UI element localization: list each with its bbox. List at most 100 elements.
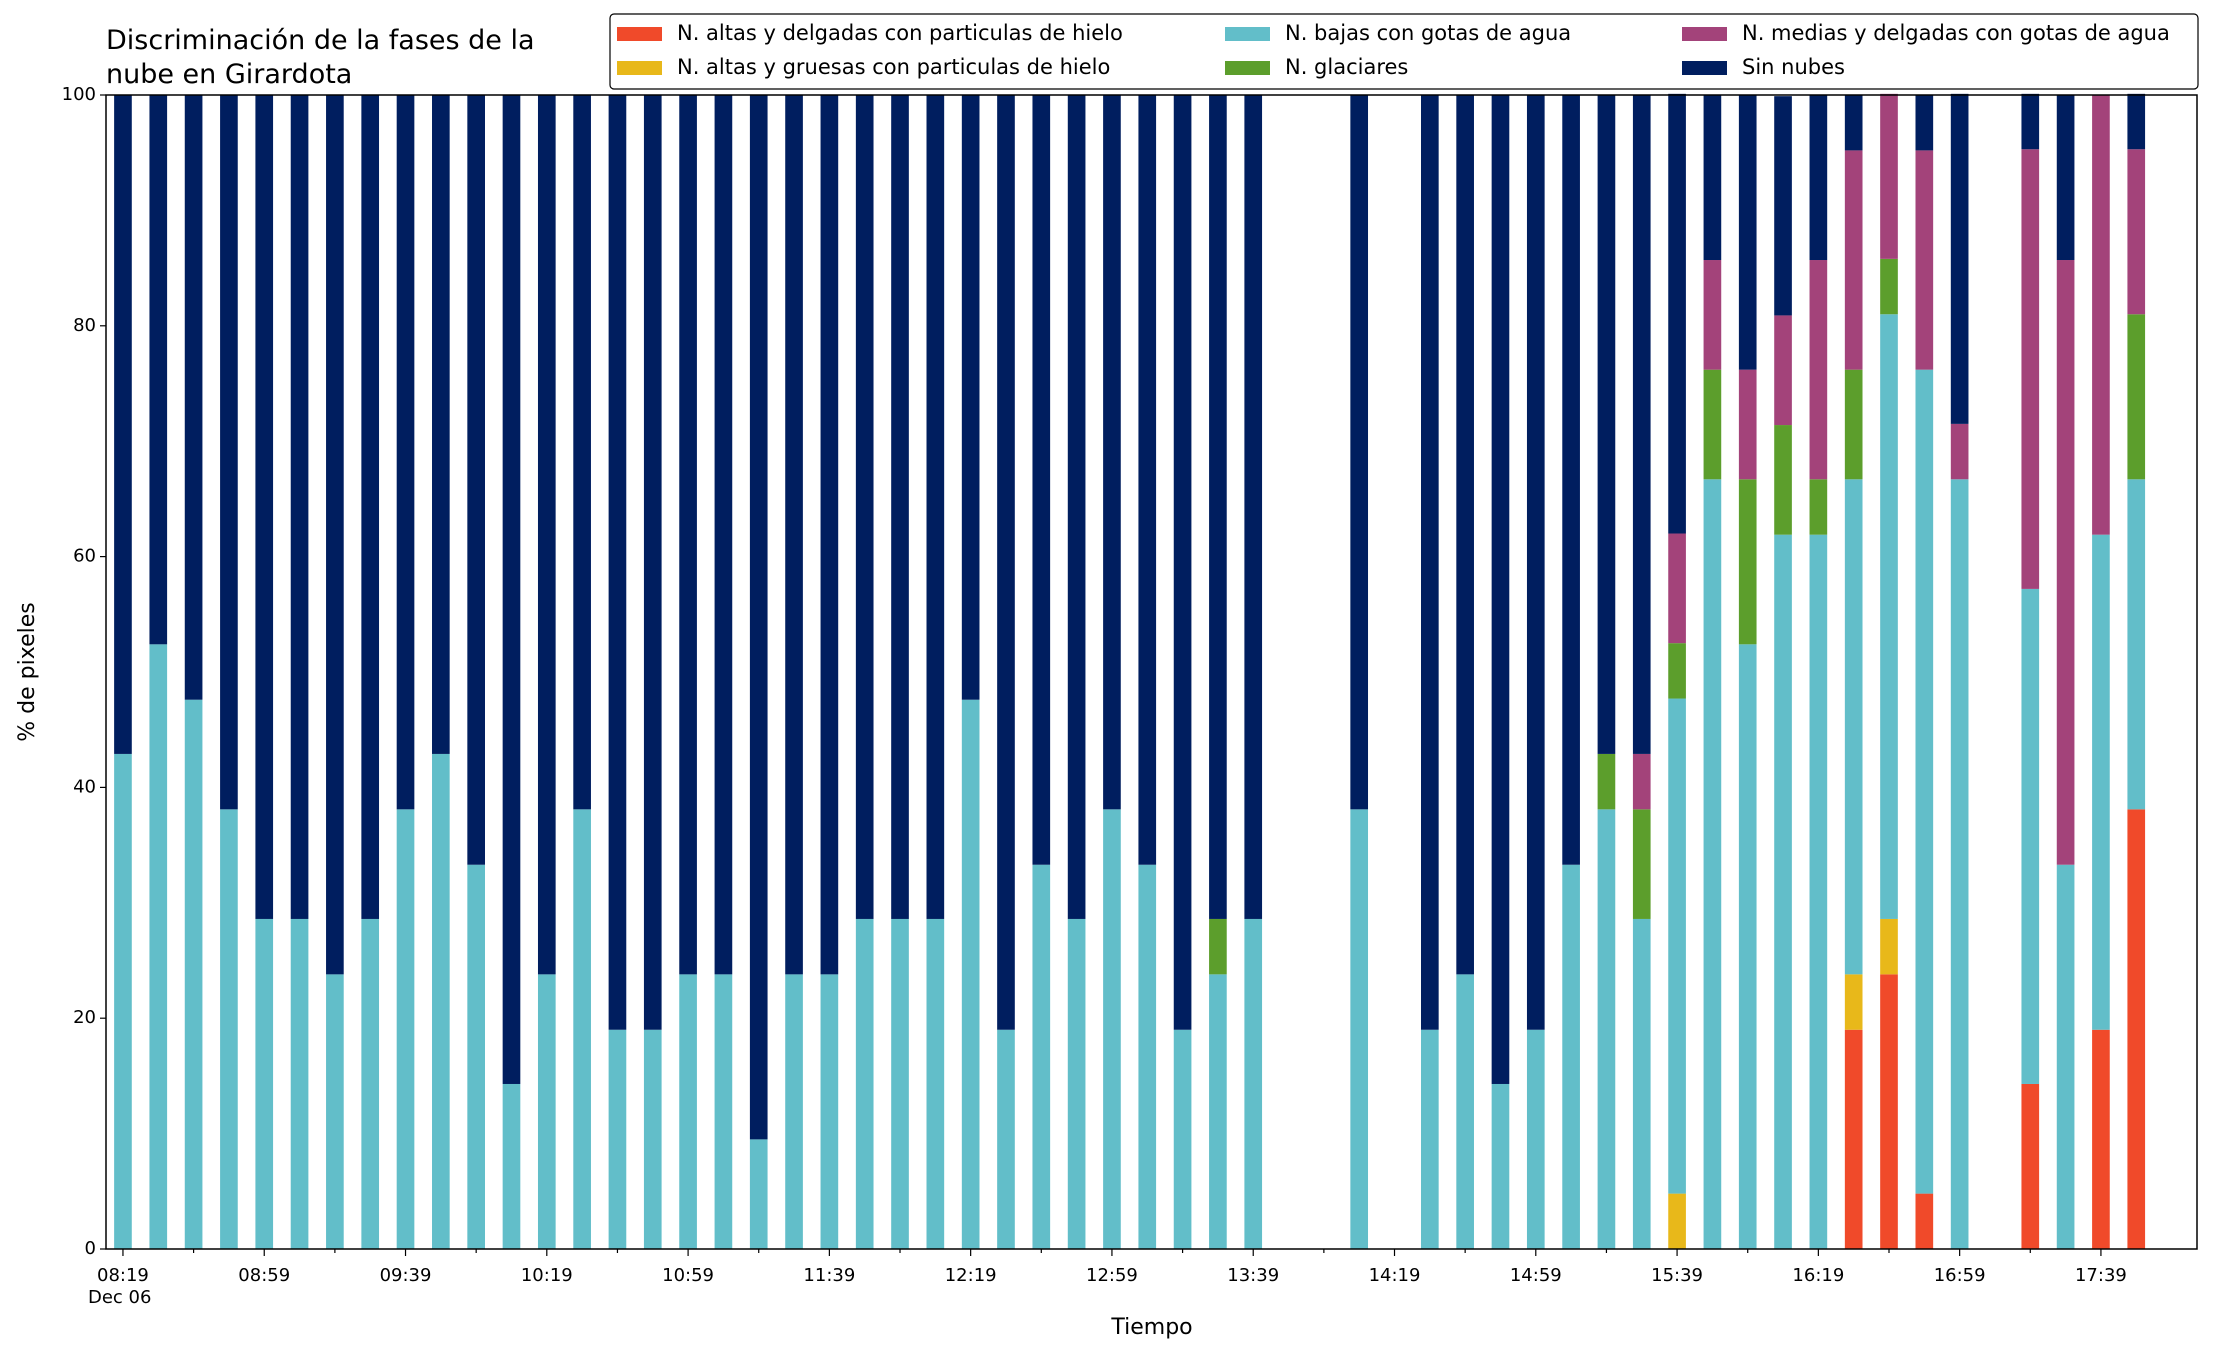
bar-segment [1703, 95, 1722, 261]
bar-segment [184, 95, 203, 700]
x-tick-label: 12:59 [1086, 1265, 1138, 1286]
bar-segment [255, 95, 274, 919]
bar-segment [1032, 95, 1051, 865]
bar-segment [1844, 1029, 1863, 1249]
x-tick-label: 14:59 [1510, 1265, 1562, 1286]
y-tick-label: 40 [73, 776, 96, 797]
bar-segment [1809, 260, 1828, 480]
x-tick-label: 15:39 [1651, 1265, 1703, 1286]
bar-segment [785, 95, 803, 975]
bar-segment [997, 95, 1015, 1030]
x-tick-label: 16:59 [1934, 1265, 1986, 1286]
bar-segment [1420, 95, 1439, 1030]
bar-segment [1103, 809, 1121, 1249]
legend-label: N. medias y delgadas con gotas de agua [1742, 21, 2170, 45]
bar-segment [1244, 95, 1263, 919]
x-tick-label: 17:39 [2075, 1265, 2127, 1286]
bar-segment [749, 1139, 768, 1249]
bar-segment [1526, 95, 1545, 1030]
x-tick-label: 08:19 [97, 1265, 149, 1286]
bar-segment [220, 95, 238, 810]
x-date-label: Dec 06 [88, 1287, 151, 1308]
bar-segment [467, 864, 485, 1249]
bar-segment [2092, 534, 2110, 1030]
bar-segment [1597, 95, 1616, 754]
bar-segment [2021, 93, 2040, 150]
bar-segment [961, 699, 980, 1249]
x-tick-label: 12:19 [945, 1265, 997, 1286]
bar-segment [855, 918, 874, 1249]
bar-segment [1350, 809, 1369, 1249]
bar-segment [114, 95, 132, 754]
y-tick-label: 60 [73, 546, 96, 567]
x-tick-label: 13:39 [1227, 1265, 1279, 1286]
bar-segment [1138, 95, 1157, 865]
bar-segment [1844, 95, 1863, 151]
bar-segment [361, 918, 380, 1249]
bar-segment [1632, 95, 1651, 754]
bar-segment [1774, 425, 1792, 535]
bar-segment [1774, 315, 1792, 426]
bar-segment [1632, 918, 1651, 1249]
legend-label: N. bajas con gotas de agua [1285, 21, 1571, 45]
bar-segment [2056, 864, 2075, 1249]
bar-segment [396, 95, 415, 810]
y-tick-label: 20 [73, 1007, 96, 1028]
bar-segment [820, 95, 839, 975]
legend-swatch [1682, 27, 1727, 41]
bar-segment [1809, 479, 1828, 535]
bar-segment [1844, 369, 1863, 480]
bar-segment [290, 918, 309, 1249]
y-tick-label: 80 [73, 315, 96, 336]
bar-segment [1632, 809, 1651, 919]
x-tick-label: 08:59 [238, 1265, 290, 1286]
bar-segment [1491, 95, 1510, 1084]
bar-segment [2056, 260, 2075, 865]
legend-swatch [617, 61, 662, 75]
bar-segment [1915, 150, 1934, 370]
bar-segment [396, 809, 415, 1249]
legend-swatch [1225, 27, 1270, 41]
bar-segment [926, 918, 945, 1249]
bar-segment [2056, 95, 2075, 261]
bar-segment [149, 95, 168, 645]
bar-segment [1562, 95, 1580, 865]
bar-segment [2021, 1083, 2040, 1249]
x-axis-label: Tiempo [1110, 1315, 1192, 1340]
bar-segment [2092, 1029, 2110, 1249]
bar-segment [149, 644, 168, 1249]
bar-segment [679, 974, 697, 1249]
bar-segment [1950, 93, 1969, 424]
bar-segment [643, 1029, 662, 1249]
bar-segment [1950, 423, 1969, 480]
bar-segment [1562, 864, 1580, 1249]
bar-segment [1738, 95, 1757, 370]
bar-segment [2127, 479, 2146, 810]
bar-segment [1067, 918, 1086, 1249]
bar-segment [1738, 369, 1757, 480]
bar-segment [2127, 809, 2146, 1249]
bar-segment [1915, 369, 1934, 1194]
bar-segment [608, 1029, 627, 1249]
bar-segment [1103, 95, 1121, 810]
bar-segment [2127, 149, 2146, 315]
bar-segment [785, 974, 803, 1249]
bar-segment [1703, 479, 1722, 1250]
bar-segment [643, 95, 662, 1030]
bar-segment [1668, 643, 1686, 699]
bar-segment [1950, 479, 1969, 1250]
y-tick-label: 0 [85, 1238, 96, 1259]
bar-segment [1668, 533, 1686, 644]
legend-label: N. altas y gruesas con particulas de hie… [677, 55, 1110, 79]
x-tick-label: 10:19 [521, 1265, 573, 1286]
bar-segment [1844, 150, 1863, 370]
bar-segment [1597, 753, 1616, 810]
bar-segment [1456, 974, 1474, 1249]
x-tick-label: 16:19 [1792, 1265, 1844, 1286]
bar-segment [1703, 369, 1722, 480]
bar-segment [714, 95, 733, 975]
bar-segment [2127, 314, 2146, 480]
bar-segment [2127, 93, 2146, 150]
